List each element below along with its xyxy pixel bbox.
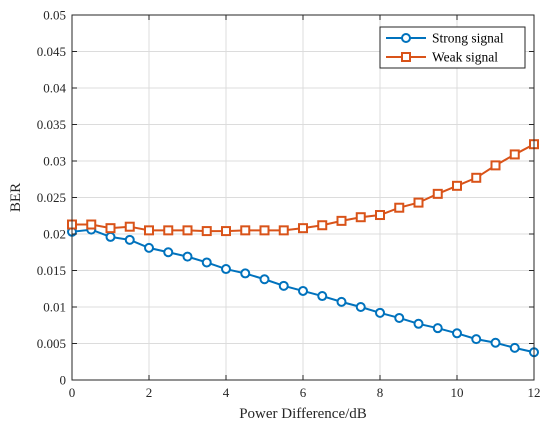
weak-signal-point <box>413 197 424 208</box>
legend-item-weak-signal: Weak signal <box>386 50 498 65</box>
x-tick-label: 2 <box>146 385 153 400</box>
strong-signal-point <box>221 264 231 275</box>
weak-signal-point <box>471 172 482 183</box>
strong-signal-point <box>471 334 482 345</box>
x-axis-title: Power Difference/dB <box>239 406 367 422</box>
strong-signal-point <box>298 285 308 296</box>
weak-signal-point <box>298 223 308 234</box>
weak-signal-point <box>278 225 289 236</box>
y-tick-label: 0.025 <box>37 190 66 205</box>
strong-signal-point <box>163 247 174 258</box>
x-tick-label: 8 <box>377 385 384 400</box>
weak-signal-point <box>240 225 251 236</box>
x-tick-label: 6 <box>300 385 307 400</box>
y-tick-label: 0.03 <box>43 154 66 169</box>
legend: Strong signal Weak signal <box>379 26 526 69</box>
strong-signal-point <box>278 280 289 291</box>
weak-signal-point <box>375 210 385 221</box>
y-axis-title: BER <box>8 183 24 212</box>
strong-signal-point <box>240 268 251 279</box>
weak-signal-point <box>124 221 135 232</box>
weak-signal-point <box>259 225 270 236</box>
strong-signal-point <box>259 274 270 285</box>
strong-signal-point <box>394 312 405 323</box>
weak-signal-point <box>86 219 97 230</box>
axes <box>71 14 535 381</box>
y-tick-label: 0.02 <box>43 227 66 242</box>
y-tick-label: 0.01 <box>43 300 66 315</box>
strong-signal-point <box>105 231 116 242</box>
strong-signal-point <box>317 291 328 302</box>
weak-signal-point <box>221 226 231 237</box>
strong-signal-point <box>452 328 462 339</box>
strong-signal-point <box>144 242 154 253</box>
legend-marker-weak-signal <box>401 52 411 62</box>
y-tick-label: 0.005 <box>37 336 66 351</box>
legend-label-weak-signal: Weak signal <box>432 50 498 65</box>
weak-signal-point <box>105 223 116 234</box>
plot-series <box>67 139 539 358</box>
weak-signal-point <box>490 160 501 171</box>
weak-signal-point <box>509 149 520 160</box>
strong-signal-point <box>375 307 385 318</box>
strong-signal-point <box>336 296 347 307</box>
weak-signal-point <box>336 215 347 226</box>
weak-signal-point <box>182 225 193 236</box>
legend-marker-strong-signal <box>401 33 411 43</box>
weak-signal-point <box>452 180 462 191</box>
y-tick-label: 0.045 <box>37 44 66 59</box>
strong-signal-point <box>182 251 193 262</box>
strong-signal-point <box>201 257 212 268</box>
y-tick-label: 0.05 <box>43 8 66 23</box>
legend-label-strong-signal: Strong signal <box>432 31 504 46</box>
weak-signal-point <box>432 188 443 199</box>
weak-signal-point <box>317 220 328 231</box>
y-tick-label: 0.015 <box>37 263 66 278</box>
strong-signal-point <box>124 234 135 245</box>
weak-signal-point <box>163 225 174 236</box>
y-tick-label: 0.035 <box>37 117 66 132</box>
strong-signal-point <box>490 337 501 348</box>
x-tick-label: 4 <box>223 385 230 400</box>
weak-signal-point <box>355 212 366 223</box>
x-tick-label: 0 <box>69 385 76 400</box>
y-tick-label: 0 <box>60 373 67 388</box>
strong-signal-point <box>355 302 366 312</box>
legend-item-strong-signal: Strong signal <box>386 31 504 46</box>
weak-signal-point <box>394 202 405 213</box>
x-tick-label: 10 <box>451 385 464 400</box>
tick-labels: 0 2 4 6 8 10 12 0 0.005 0.01 0.015 0.02 0.025 0.03 0.0… <box>37 8 541 401</box>
weak-signal-series <box>67 139 539 237</box>
y-tick-label: 0.04 <box>43 81 66 96</box>
weak-signal-point <box>201 226 212 237</box>
grid <box>71 14 535 381</box>
strong-signal-point <box>509 342 520 353</box>
strong-signal-point <box>413 318 424 329</box>
weak-signal-point <box>144 225 154 236</box>
strong-signal-point <box>432 323 443 334</box>
x-tick-label: 12 <box>528 385 541 400</box>
